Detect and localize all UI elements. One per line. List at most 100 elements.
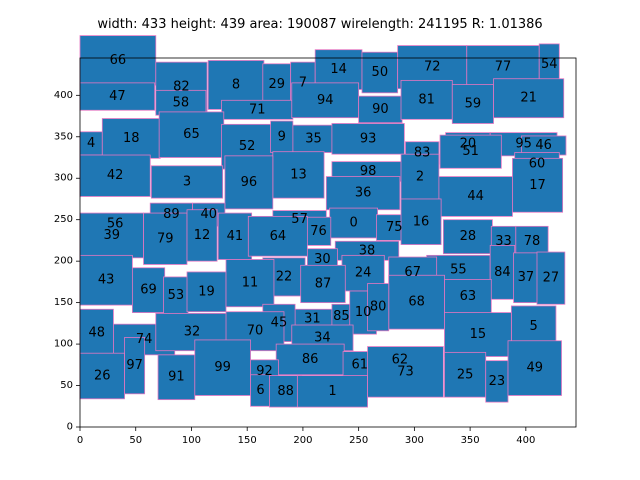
block-label-66: 66 bbox=[110, 53, 127, 68]
block-label-94: 94 bbox=[317, 93, 334, 108]
block-label-83: 83 bbox=[414, 145, 431, 160]
block-2 bbox=[400, 153, 440, 201]
block-label-62: 62 bbox=[392, 352, 409, 367]
block-label-82: 82 bbox=[173, 80, 190, 95]
block-50 bbox=[361, 51, 399, 94]
block-label-32: 32 bbox=[184, 325, 201, 340]
block-90 bbox=[358, 95, 403, 124]
block-39 bbox=[79, 212, 144, 259]
block-label-8: 8 bbox=[232, 77, 240, 92]
block-label-55: 55 bbox=[450, 262, 467, 277]
block-label-54: 54 bbox=[541, 57, 558, 72]
block-label-37: 37 bbox=[518, 270, 535, 285]
block-label-88: 88 bbox=[277, 384, 294, 399]
block-label-27: 27 bbox=[543, 271, 560, 286]
block-86 bbox=[275, 343, 345, 376]
block-label-36: 36 bbox=[355, 186, 372, 201]
block-label-81: 81 bbox=[418, 92, 435, 107]
block-label-40: 40 bbox=[200, 207, 217, 222]
block-label-49: 49 bbox=[526, 361, 543, 376]
block-18 bbox=[101, 118, 161, 159]
block-97 bbox=[124, 337, 146, 395]
chart-title: width: 433 height: 439 area: 190087 wire… bbox=[97, 17, 542, 32]
block-87 bbox=[300, 264, 346, 304]
block-11 bbox=[225, 259, 275, 308]
block-64 bbox=[247, 215, 308, 257]
block-label-77: 77 bbox=[495, 60, 512, 75]
x-tick-label: 0 bbox=[77, 435, 83, 446]
block-41 bbox=[217, 212, 253, 260]
block-44 bbox=[438, 176, 513, 217]
block-label-74: 74 bbox=[136, 332, 153, 347]
block-label-92: 92 bbox=[256, 364, 273, 379]
block-label-57: 57 bbox=[291, 212, 308, 227]
block-label-43: 43 bbox=[98, 273, 115, 288]
x-tick-label: 300 bbox=[405, 435, 424, 446]
x-tick-label: 250 bbox=[349, 435, 368, 446]
block-label-41: 41 bbox=[227, 229, 244, 244]
block-label-30: 30 bbox=[314, 252, 331, 267]
block-81 bbox=[400, 79, 453, 120]
block-label-35: 35 bbox=[305, 131, 322, 146]
block-label-48: 48 bbox=[88, 325, 105, 340]
block-19 bbox=[186, 271, 227, 313]
block-73 bbox=[367, 346, 444, 398]
block-16 bbox=[400, 198, 442, 245]
block-label-45: 45 bbox=[271, 315, 288, 330]
block-label-38: 38 bbox=[359, 243, 376, 258]
block-label-23: 23 bbox=[489, 374, 506, 389]
block-label-24: 24 bbox=[355, 266, 372, 281]
block-1 bbox=[296, 375, 368, 408]
block-25 bbox=[444, 351, 487, 398]
block-label-50: 50 bbox=[372, 65, 389, 80]
block-label-2: 2 bbox=[416, 169, 424, 184]
block-label-79: 79 bbox=[157, 231, 174, 246]
block-35 bbox=[292, 124, 335, 153]
block-label-28: 28 bbox=[460, 229, 477, 244]
block-label-64: 64 bbox=[270, 229, 287, 244]
x-tick-label: 400 bbox=[516, 435, 535, 446]
block-label-70: 70 bbox=[247, 324, 264, 339]
plot-frame bbox=[79, 57, 577, 428]
block-93 bbox=[331, 123, 405, 155]
block-63 bbox=[444, 278, 492, 314]
block-label-91: 91 bbox=[168, 370, 185, 385]
block-label-20: 20 bbox=[460, 137, 477, 152]
block-label-15: 15 bbox=[470, 327, 487, 342]
block-label-22: 22 bbox=[276, 269, 293, 284]
block-label-87: 87 bbox=[315, 276, 332, 291]
block-label-16: 16 bbox=[413, 214, 430, 229]
y-tick-label: 0 bbox=[67, 422, 73, 433]
block-label-33: 33 bbox=[495, 234, 512, 249]
block-label-9: 9 bbox=[278, 129, 286, 144]
block-68 bbox=[388, 274, 445, 330]
block-label-14: 14 bbox=[330, 62, 347, 77]
block-label-42: 42 bbox=[107, 168, 124, 183]
block-label-96: 96 bbox=[241, 175, 258, 190]
block-label-56: 56 bbox=[107, 216, 124, 231]
block-label-25: 25 bbox=[457, 367, 474, 382]
block-36 bbox=[325, 176, 401, 211]
block-label-11: 11 bbox=[242, 276, 259, 291]
block-label-75: 75 bbox=[386, 220, 403, 235]
block-91 bbox=[157, 354, 196, 401]
block-label-29: 29 bbox=[268, 77, 285, 92]
block-label-71: 71 bbox=[249, 102, 266, 117]
block-label-80: 80 bbox=[370, 300, 387, 315]
block-66 bbox=[79, 35, 157, 86]
block-76 bbox=[305, 216, 332, 246]
y-tick-label: 350 bbox=[54, 131, 73, 142]
block-label-86: 86 bbox=[302, 352, 319, 367]
block-label-69: 69 bbox=[140, 283, 157, 298]
block-label-39: 39 bbox=[103, 228, 120, 243]
block-label-18: 18 bbox=[123, 131, 140, 146]
block-label-93: 93 bbox=[360, 131, 377, 146]
block-49 bbox=[507, 340, 562, 396]
block-label-47: 47 bbox=[109, 89, 126, 104]
block-label-61: 61 bbox=[351, 357, 368, 372]
x-tick-label: 100 bbox=[182, 435, 201, 446]
y-tick-label: 150 bbox=[54, 297, 73, 308]
block-37 bbox=[513, 252, 539, 304]
